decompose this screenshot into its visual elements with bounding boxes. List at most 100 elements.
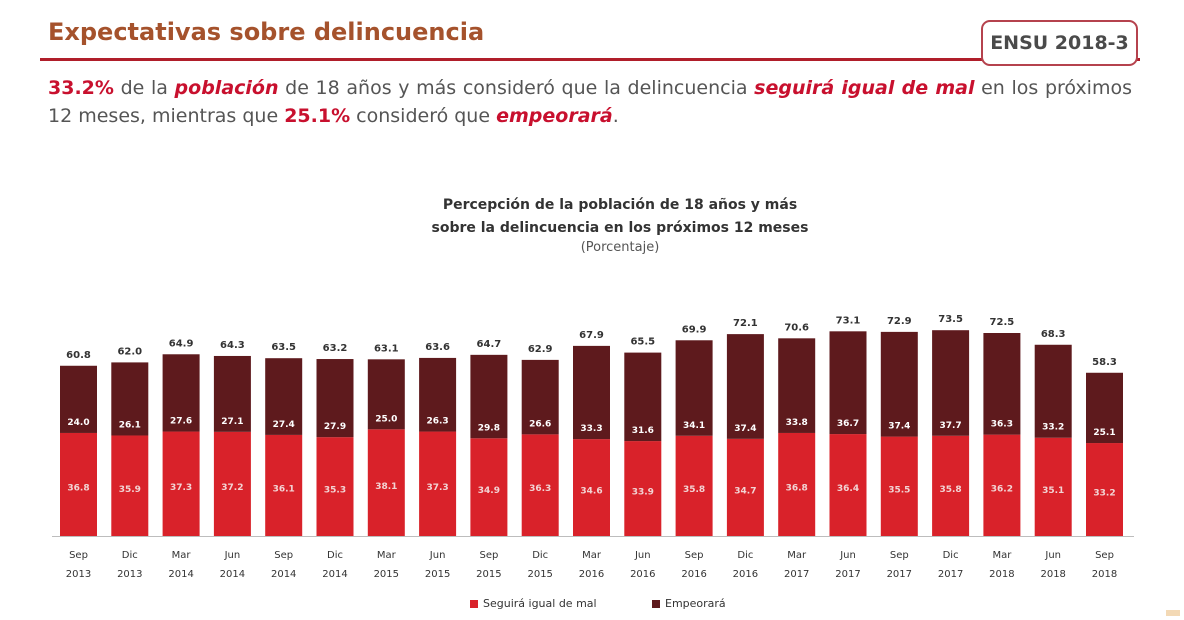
- x-tick-year-3: 2014: [220, 569, 245, 580]
- summary-empeorara: empeorará: [496, 105, 613, 127]
- x-tick-year-20: 2018: [1092, 569, 1117, 580]
- data-label-seguira-1: 35.9: [119, 485, 141, 495]
- x-tick-year-18: 2018: [989, 569, 1014, 580]
- summary-paragraph: 33.2% de la población de 18 años y más c…: [48, 74, 1132, 130]
- bar-empeorara-13: [726, 334, 764, 439]
- x-tick-year-0: 2013: [66, 569, 91, 580]
- bar-empeorara-19: [1034, 344, 1072, 438]
- data-label-empeorara-15: 36.7: [837, 419, 859, 429]
- total-label-12: 69.9: [682, 324, 707, 335]
- data-label-seguira-0: 36.8: [67, 484, 89, 494]
- summary-text-2: de 18 años y más consideró que la delinc…: [278, 77, 755, 99]
- total-label-6: 63.1: [374, 343, 399, 354]
- x-tick-year-1: 2013: [117, 569, 142, 580]
- total-label-15: 73.1: [836, 315, 861, 326]
- total-label-5: 63.2: [323, 343, 348, 354]
- legend-item-seguira: Seguirá igual de mal: [470, 597, 597, 610]
- data-label-seguira-3: 37.2: [221, 483, 243, 493]
- data-label-seguira-7: 37.3: [426, 483, 448, 493]
- data-label-empeorara-1: 26.1: [119, 420, 141, 430]
- bar-empeorara-1: [111, 362, 149, 436]
- x-tick-year-19: 2018: [1040, 569, 1065, 580]
- bar-empeorara-12: [675, 340, 713, 436]
- bar-seguira-12: [675, 435, 713, 536]
- title-divider: [40, 58, 1140, 61]
- bar-empeorara-4: [265, 358, 303, 435]
- data-label-empeorara-14: 33.8: [786, 418, 808, 428]
- x-tick-month-18: Mar: [992, 550, 1012, 561]
- x-tick-month-11: Jun: [634, 550, 651, 561]
- bar-empeorara-18: [983, 333, 1021, 435]
- bar-seguira-13: [726, 438, 764, 536]
- data-label-empeorara-6: 25.0: [375, 414, 397, 424]
- summary-poblacion: población: [174, 77, 279, 99]
- x-tick-month-8: Sep: [479, 550, 498, 561]
- bar-seguira-15: [829, 434, 867, 536]
- x-tick-month-17: Dic: [943, 550, 959, 561]
- bar-seguira-17: [932, 435, 970, 536]
- bar-seguira-16: [880, 436, 918, 536]
- bar-seguira-10: [573, 439, 610, 536]
- x-tick-month-20: Sep: [1095, 550, 1114, 561]
- bar-seguira-2: [162, 431, 200, 536]
- summary-pct-igual: 33.2%: [48, 77, 114, 99]
- bar-seguira-7: [419, 431, 457, 536]
- x-tick-month-10: Mar: [582, 550, 602, 561]
- chart-title: Percepción de la población de 18 años y …: [320, 194, 920, 240]
- total-label-14: 70.6: [784, 322, 809, 333]
- x-tick-year-5: 2014: [322, 569, 347, 580]
- legend-item-empeorara: Empeorará: [652, 597, 726, 610]
- data-label-empeorara-0: 24.0: [67, 418, 89, 428]
- x-tick-year-13: 2016: [733, 569, 758, 580]
- total-label-1: 62.0: [117, 346, 142, 357]
- data-label-seguira-10: 34.6: [580, 486, 602, 496]
- x-tick-year-12: 2016: [681, 569, 706, 580]
- x-tick-year-7: 2015: [425, 569, 450, 580]
- data-label-seguira-16: 35.5: [888, 485, 910, 495]
- legend-label-empeorara: Empeorará: [665, 597, 726, 610]
- x-tick-year-15: 2017: [835, 569, 860, 580]
- bar-seguira-20: [1086, 443, 1123, 536]
- data-label-empeorara-3: 27.1: [221, 417, 243, 427]
- data-label-empeorara-20: 25.1: [1093, 428, 1115, 438]
- bar-empeorara-10: [573, 345, 610, 440]
- data-label-empeorara-13: 37.4: [734, 424, 756, 434]
- legend-label-seguira: Seguirá igual de mal: [483, 597, 597, 610]
- data-label-seguira-18: 36.2: [991, 484, 1013, 494]
- bar-seguira-5: [316, 437, 354, 536]
- bar-empeorara-14: [778, 338, 816, 433]
- data-label-empeorara-5: 27.9: [324, 422, 346, 432]
- corner-mark: [1166, 610, 1180, 616]
- x-tick-year-4: 2014: [271, 569, 296, 580]
- x-tick-month-4: Sep: [274, 550, 293, 561]
- legend-swatch-seguira: [470, 599, 478, 608]
- x-tick-month-14: Mar: [787, 550, 807, 561]
- x-tick-month-13: Dic: [737, 550, 753, 561]
- bar-empeorara-3: [213, 355, 251, 432]
- summary-text-5: .: [612, 105, 619, 127]
- x-tick-month-9: Dic: [532, 550, 548, 561]
- data-label-seguira-8: 34.9: [478, 486, 500, 496]
- total-label-9: 62.9: [528, 344, 553, 355]
- total-label-7: 63.6: [425, 342, 450, 353]
- data-label-seguira-5: 35.3: [324, 486, 346, 496]
- data-label-empeorara-10: 33.3: [580, 424, 602, 434]
- x-tick-year-10: 2016: [579, 569, 604, 580]
- x-tick-month-15: Jun: [839, 550, 856, 561]
- x-tick-month-5: Dic: [327, 550, 343, 561]
- data-label-seguira-19: 35.1: [1042, 486, 1064, 496]
- bar-empeorara-5: [316, 359, 354, 438]
- x-tick-year-16: 2017: [887, 569, 912, 580]
- data-label-seguira-2: 37.3: [170, 483, 192, 493]
- data-label-seguira-12: 35.8: [683, 485, 705, 495]
- summary-text-3: en los próximos 12 meses, mientras que: [48, 77, 1132, 127]
- chart-title-line-1: Percepción de la población de 18 años y …: [442, 197, 798, 213]
- data-label-empeorara-16: 37.4: [888, 422, 910, 432]
- bar-seguira-19: [1034, 437, 1072, 536]
- chart-title-line-2: sobre la delincuencia en los próximos 12…: [431, 220, 809, 236]
- x-tick-year-8: 2015: [476, 569, 501, 580]
- total-label-2: 64.9: [169, 338, 194, 349]
- x-tick-month-3: Jun: [224, 550, 241, 561]
- total-label-8: 64.7: [477, 339, 502, 350]
- data-label-empeorara-19: 33.2: [1042, 423, 1064, 433]
